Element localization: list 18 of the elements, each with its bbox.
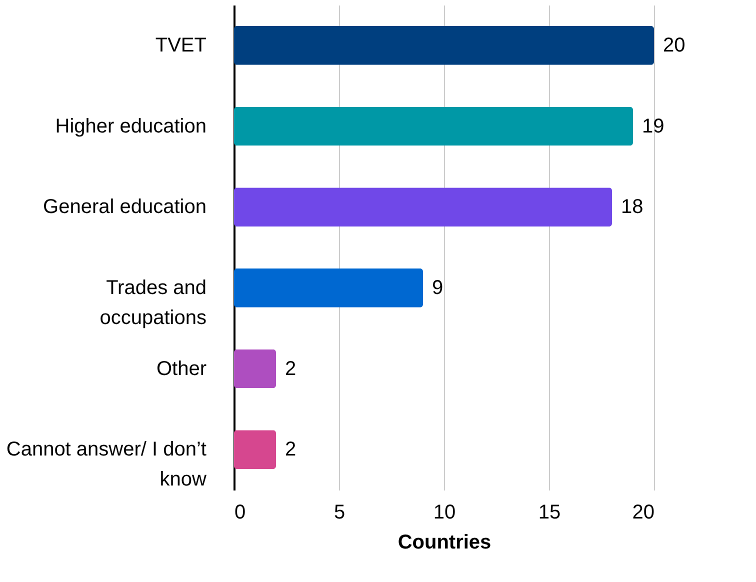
data-label: 19 <box>642 115 664 138</box>
data-label: 18 <box>621 196 644 218</box>
data-label: 2 <box>285 358 296 380</box>
x-tick-label: 15 <box>538 502 561 524</box>
data-label: 20 <box>663 34 686 56</box>
data-label: 2 <box>285 438 296 461</box>
x-tick-label: 20 <box>632 502 654 524</box>
y-tick-label: Cannot answer/ I don’t know <box>6 438 208 491</box>
y-tick-label: TVET <box>155 34 206 56</box>
x-tick-label: 10 <box>433 502 456 524</box>
data-label: 9 <box>432 276 444 299</box>
y-tick-label: Other <box>156 358 207 380</box>
x-axis-title: Countries <box>398 532 492 554</box>
y-tick-label: General education <box>43 196 206 218</box>
x-tick-label: 0 <box>234 502 246 524</box>
y-tick-label: Trades and occupations <box>100 276 206 329</box>
y-tick-label: Higher education <box>55 115 206 138</box>
x-tick-label: 5 <box>334 502 346 524</box>
